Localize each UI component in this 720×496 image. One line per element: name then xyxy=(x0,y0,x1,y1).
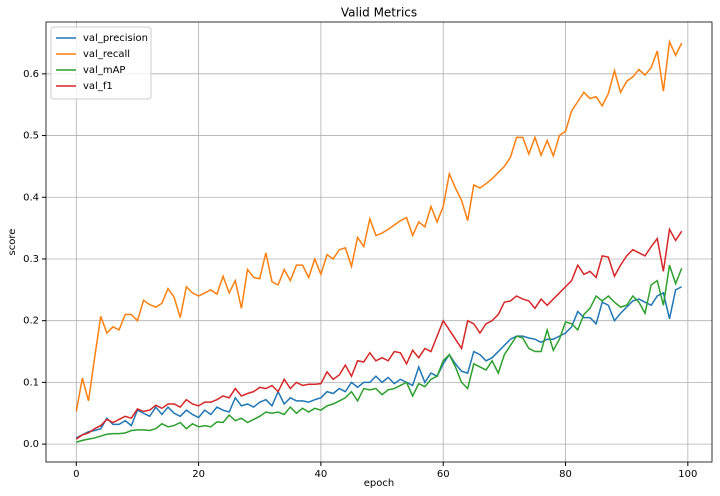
y-tick-label: 0.0 xyxy=(23,439,39,450)
y-tick-label: 0.5 xyxy=(23,131,39,142)
y-tick-label: 0.6 xyxy=(23,69,39,80)
series-line xyxy=(75,227,683,440)
series-line xyxy=(75,39,683,412)
x-tick-label: 80 xyxy=(559,469,572,480)
plot-frame xyxy=(45,21,713,463)
y-tick-label: 0.2 xyxy=(23,316,39,327)
x-axis-label: epoch xyxy=(364,478,394,489)
legend-label: val_mAP xyxy=(83,65,125,76)
y-tick-label: 0.4 xyxy=(23,192,39,203)
legend-label: val_precision xyxy=(83,33,148,44)
y-tick-label: 0.3 xyxy=(23,254,39,265)
series-line xyxy=(76,264,683,443)
x-tick-label: 100 xyxy=(678,469,697,480)
chart-title: Valid Metrics xyxy=(341,6,417,20)
series-line xyxy=(75,286,683,439)
x-tick-label: 0 xyxy=(73,469,79,480)
legend-label: val_f1 xyxy=(83,81,113,92)
x-tick-label: 40 xyxy=(315,469,328,480)
x-tick-label: 60 xyxy=(437,469,450,480)
x-tick-label: 20 xyxy=(192,469,205,480)
y-axis-label: score xyxy=(7,229,18,256)
legend-label: val_recall xyxy=(83,49,130,60)
y-tick-label: 0.1 xyxy=(23,377,39,388)
legend-box xyxy=(50,26,152,100)
